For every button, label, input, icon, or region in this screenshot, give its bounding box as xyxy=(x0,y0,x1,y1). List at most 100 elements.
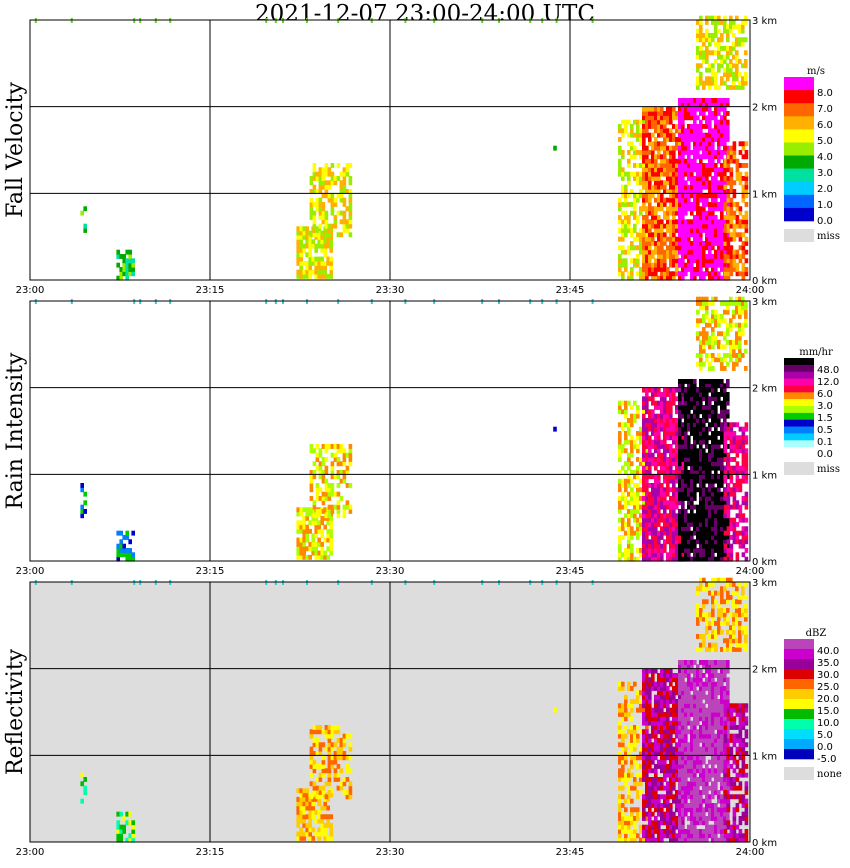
echo-cell xyxy=(330,725,335,730)
echo-cell xyxy=(690,556,694,562)
echo-cell xyxy=(308,801,312,807)
echo-cell xyxy=(672,223,676,229)
echo-cell xyxy=(657,530,661,536)
echo-cell xyxy=(669,811,673,817)
echo-cell xyxy=(669,128,673,134)
echo-cell xyxy=(657,258,661,264)
echo-cell xyxy=(690,189,694,194)
echo-cell xyxy=(738,483,743,488)
echo-cell xyxy=(648,115,652,121)
echo-cell xyxy=(702,470,706,475)
legend-label: 3.0 xyxy=(817,401,833,412)
echo-cell xyxy=(639,439,643,445)
echo-cell xyxy=(618,439,622,445)
echo-cell xyxy=(296,260,300,266)
echo-cell xyxy=(669,556,673,562)
echo-cell xyxy=(621,150,625,155)
y-tick-label: 3 km xyxy=(752,297,777,308)
echo-cell xyxy=(678,668,682,674)
echo-cell xyxy=(633,509,637,514)
echo-cell xyxy=(324,448,329,454)
echo-cell xyxy=(711,457,715,462)
echo-cell xyxy=(693,517,697,523)
echo-cell xyxy=(705,98,709,103)
echo-cell xyxy=(693,158,697,164)
echo-cell xyxy=(645,145,649,151)
echo-cell xyxy=(675,820,679,826)
echo-cell xyxy=(717,496,721,501)
echo-cell xyxy=(348,219,353,225)
echo-cell xyxy=(693,228,697,233)
echo-cell xyxy=(657,703,661,709)
echo-cell xyxy=(705,548,709,553)
echo-cell xyxy=(627,794,631,800)
echo-cell xyxy=(744,478,749,484)
echo-cell xyxy=(333,223,338,229)
echo-cell xyxy=(690,115,694,121)
echo-cell xyxy=(660,811,664,817)
echo-cell xyxy=(329,524,333,530)
echo-cell xyxy=(645,249,649,255)
echo-cell xyxy=(654,772,658,778)
echo-cell xyxy=(657,115,661,121)
echo-cell xyxy=(720,452,724,458)
echo-cell xyxy=(705,452,709,458)
echo-cell xyxy=(702,318,706,324)
echo-cell xyxy=(618,262,622,268)
echo-cell xyxy=(678,241,682,246)
echo-cell xyxy=(630,275,634,281)
echo-cell xyxy=(630,548,634,553)
echo-cell xyxy=(630,232,634,238)
echo-cell xyxy=(633,444,637,449)
echo-cell xyxy=(636,772,640,778)
echo-cell xyxy=(693,435,697,441)
echo-cell xyxy=(672,798,676,804)
echo-cell xyxy=(669,746,673,752)
echo-cell xyxy=(636,509,640,514)
echo-cell xyxy=(648,543,652,549)
legend-swatch xyxy=(784,77,814,91)
echo-cell xyxy=(654,725,658,730)
echo-cell xyxy=(726,202,730,207)
echo-cell xyxy=(732,154,737,160)
echo-cell xyxy=(330,733,335,739)
echo-cell xyxy=(657,452,661,458)
echo-cell xyxy=(308,269,312,275)
echo-cell xyxy=(720,163,724,168)
echo-cell xyxy=(639,249,643,255)
echo-cell xyxy=(633,725,637,730)
echo-cell xyxy=(687,522,691,527)
echo-cell xyxy=(636,474,640,480)
echo-cell xyxy=(669,115,673,121)
echo-cell xyxy=(687,223,691,229)
echo-cell xyxy=(618,163,622,168)
echo-cell xyxy=(636,833,640,839)
echo-cell xyxy=(672,163,676,168)
echo-cell xyxy=(705,526,709,532)
echo-cell xyxy=(642,435,646,441)
echo-cell xyxy=(705,241,709,246)
echo-cell xyxy=(339,189,344,194)
echo-cell xyxy=(714,115,718,121)
echo-cell xyxy=(684,474,688,480)
echo-cell xyxy=(621,232,625,238)
echo-cell xyxy=(663,465,667,471)
echo-cell xyxy=(669,448,673,454)
echo-cell xyxy=(618,128,622,134)
echo-cell xyxy=(705,245,709,251)
echo-cell xyxy=(735,340,739,345)
echo-cell xyxy=(657,197,661,203)
echo-cell xyxy=(651,530,655,536)
echo-cell xyxy=(735,37,739,43)
echo-cell xyxy=(630,703,634,709)
echo-cell xyxy=(654,699,658,704)
echo-cell xyxy=(311,515,315,521)
echo-cell xyxy=(726,132,730,138)
echo-cell xyxy=(738,444,743,449)
echo-cell xyxy=(720,400,724,406)
echo-cell xyxy=(651,522,655,527)
echo-cell xyxy=(621,478,625,484)
echo-cell xyxy=(624,478,628,484)
echo-cell xyxy=(681,448,685,454)
echo-cell xyxy=(324,193,329,199)
